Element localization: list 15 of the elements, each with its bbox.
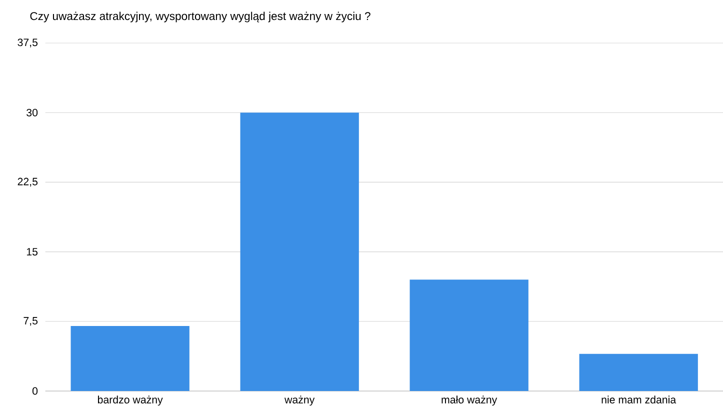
y-tick-label: 22,5 <box>18 178 38 187</box>
chart-title: Czy uważasz atrakcyjny, wysportowany wygląd jest ważny w życiu ? <box>30 12 370 22</box>
y-tick-label: 7,5 <box>24 317 38 326</box>
bar <box>579 354 698 391</box>
bar <box>240 112 359 391</box>
y-tick-label: 37,5 <box>18 38 38 48</box>
x-tick-label: bardzo ważny <box>98 396 163 406</box>
bar <box>410 280 528 391</box>
y-tick-label: 15 <box>26 248 38 256</box>
y-tick-label: 0 <box>32 387 38 395</box>
x-tick-label: mało ważny <box>442 396 498 406</box>
x-tick-label: nie mam zdania <box>602 396 676 404</box>
bar <box>70 326 190 391</box>
y-tick-label: 30 <box>26 108 38 116</box>
x-tick-label: ważny <box>284 396 315 406</box>
